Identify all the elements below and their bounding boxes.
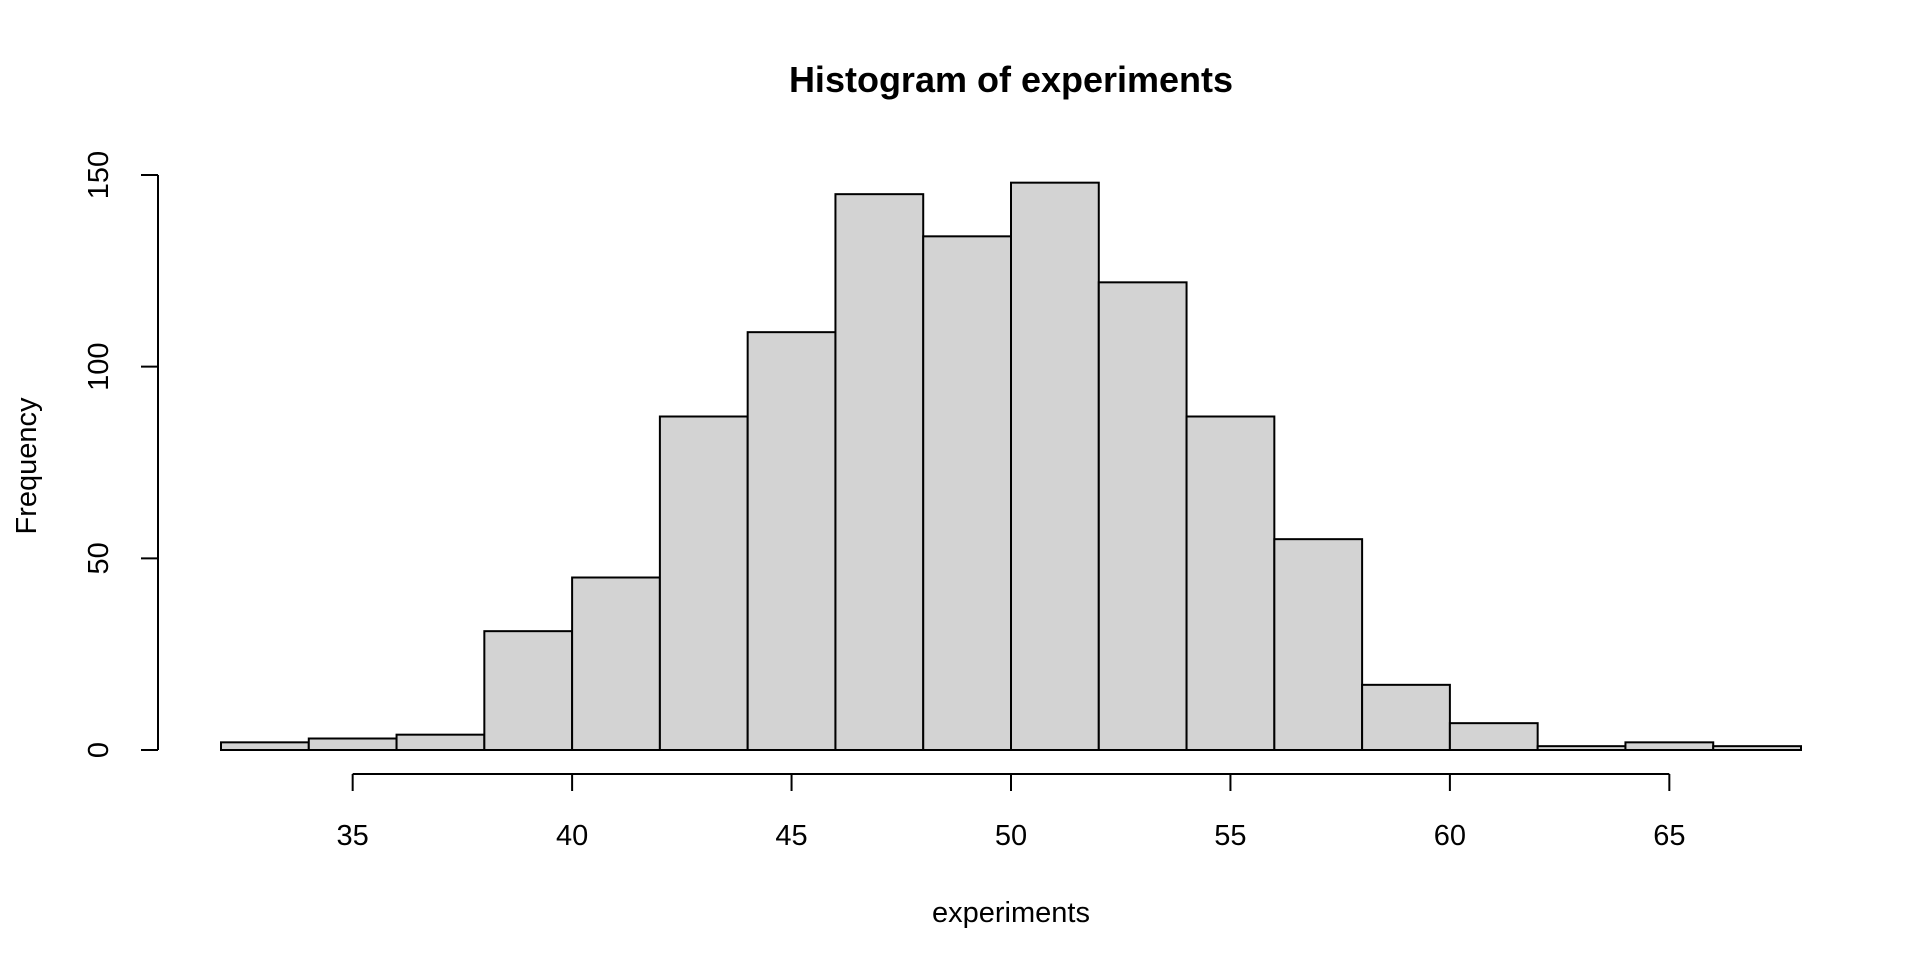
x-axis-label: experiments <box>932 897 1090 929</box>
y-axis: 0 50 100 150 <box>83 151 159 758</box>
histogram-bar <box>220 741 310 751</box>
y-tick-label: 100 <box>83 342 115 390</box>
histogram-bar <box>483 630 574 752</box>
histogram-bar <box>307 737 398 751</box>
x-tick-label: 45 <box>775 820 807 852</box>
histogram-bar <box>1361 683 1451 751</box>
y-tick-label: 0 <box>83 742 115 758</box>
histogram-bar <box>922 235 1013 752</box>
x-tick-label: 55 <box>1214 820 1246 852</box>
histogram-bar <box>1536 745 1627 752</box>
histogram-bar <box>1448 722 1539 752</box>
y-tick-label: 150 <box>83 151 115 199</box>
x-tick-label: 60 <box>1434 820 1466 852</box>
y-axis-label: Frequency <box>11 397 43 535</box>
x-tick-label: 40 <box>556 820 588 852</box>
histogram-bar <box>395 733 486 752</box>
x-tick-label: 50 <box>995 820 1027 852</box>
histogram-bar <box>1624 741 1715 751</box>
histogram-bar <box>1273 538 1364 752</box>
x-tick-label: 65 <box>1653 820 1685 852</box>
x-axis: 35 40 45 50 55 60 65 <box>337 773 1685 852</box>
histogram-bar <box>746 331 837 751</box>
histogram-bar <box>1185 415 1276 751</box>
histogram-bar <box>834 193 925 751</box>
histogram-bar <box>1010 181 1100 751</box>
histogram-bar <box>1097 281 1188 751</box>
bars-group <box>220 181 1802 752</box>
x-tick-label: 35 <box>337 820 369 852</box>
histogram-bar <box>1712 745 1802 752</box>
histogram-bar <box>658 415 749 751</box>
chart-title: Histogram of experiments <box>789 59 1233 100</box>
y-tick-label: 50 <box>83 542 115 574</box>
histogram-bar <box>571 576 661 751</box>
